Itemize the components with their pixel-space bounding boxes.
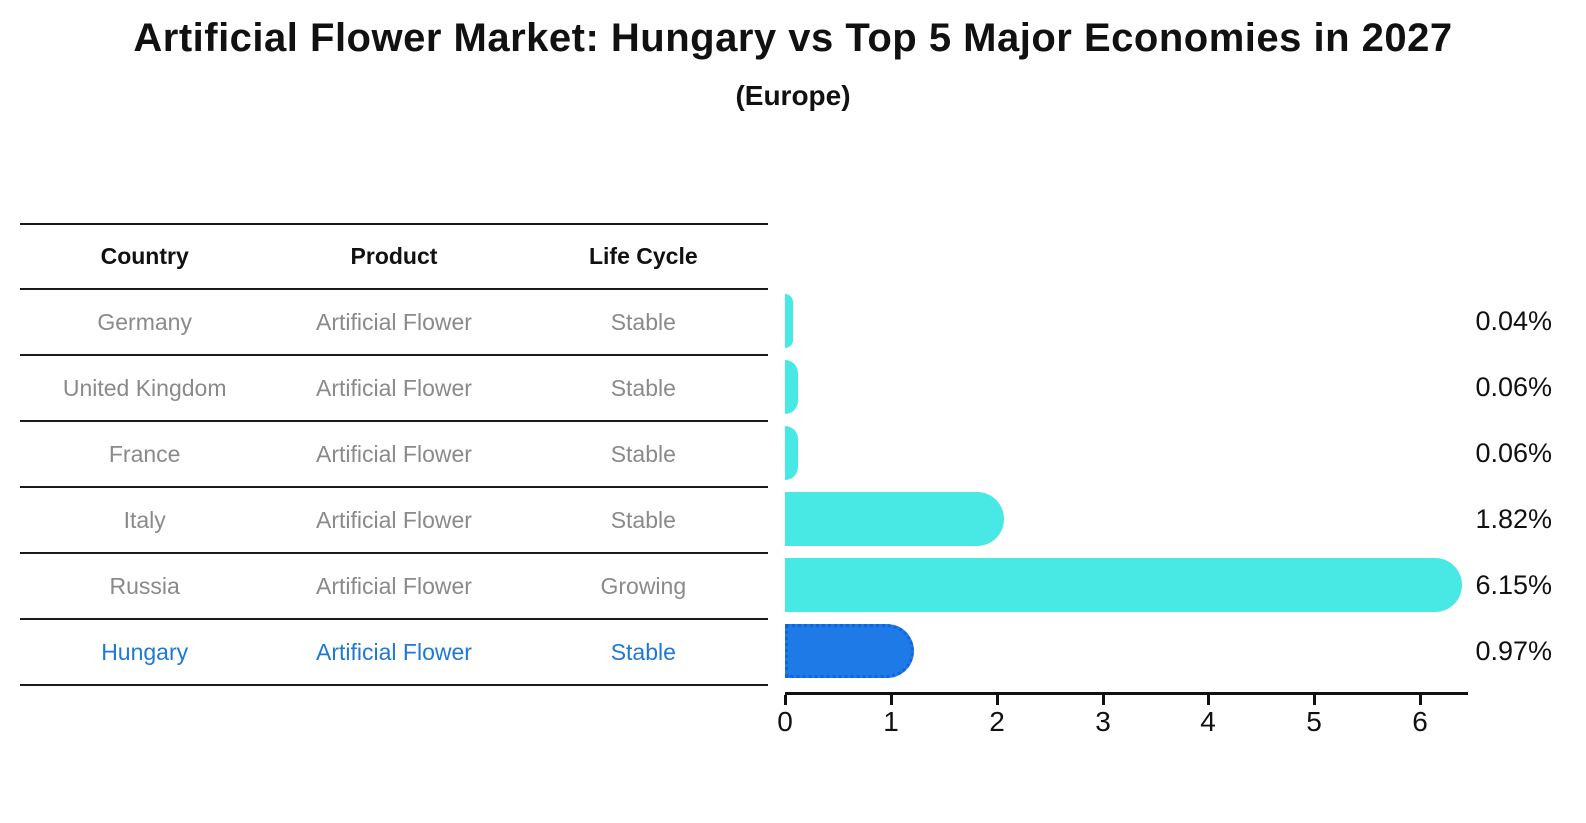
x-axis-tick-label: 1 [883, 706, 899, 737]
bar-united-kingdom [785, 360, 798, 414]
column-header-lifecycle: Life Cycle [588, 243, 698, 269]
x-axis-tick-label: 6 [1412, 706, 1428, 737]
table-row-united-kingdom: United Kingdom Artificial Flower Stable [20, 356, 768, 422]
x-axis-tick-label: 3 [1095, 706, 1111, 737]
x-axis-tick [996, 695, 999, 705]
cell-country: France [108, 440, 181, 467]
x-axis-tick-label: 4 [1200, 706, 1216, 737]
table-row-italy: Italy Artificial Flower Stable [20, 488, 768, 554]
bar-italy [785, 492, 1005, 546]
chart-subtitle: (Europe) [735, 80, 851, 111]
x-axis-tick [1419, 695, 1422, 705]
bar-france [785, 426, 798, 480]
value-label-france: 0.06% [1475, 438, 1552, 468]
bar-germany [785, 294, 794, 348]
cell-lifecycle: Stable [610, 308, 676, 335]
cell-product: Artificial Flower [316, 308, 472, 335]
cell-country: Russia [109, 572, 180, 599]
x-axis-tick [1207, 695, 1210, 705]
cell-country: Italy [123, 506, 166, 533]
cell-product: Artificial Flower [316, 638, 472, 665]
x-axis-tick [1313, 695, 1316, 705]
bar-hungary-highlighted [785, 624, 915, 678]
value-label-hungary: 0.97% [1475, 636, 1552, 666]
column-header-country: Country [100, 243, 189, 269]
value-label-russia: 6.15% [1475, 570, 1552, 600]
column-header-product: Product [350, 243, 438, 269]
table-row-germany: Germany Artificial Flower Stable [20, 290, 768, 356]
value-label-united-kingdom: 0.06% [1475, 372, 1552, 402]
x-axis-tick-label: 2 [989, 706, 1005, 737]
cell-product: Artificial Flower [316, 440, 472, 467]
x-axis-line [785, 692, 1468, 695]
table-row-hungary-highlighted: Hungary Artificial Flower Stable [20, 620, 768, 686]
comparison-table: Country Product Life Cycle Germany Artif… [20, 223, 768, 686]
cell-lifecycle: Stable [610, 374, 676, 401]
x-axis-tick [1102, 695, 1105, 705]
cell-lifecycle: Stable [610, 440, 676, 467]
cell-lifecycle: Growing [600, 572, 687, 599]
chart-title: Artificial Flower Market: Hungary vs Top… [133, 16, 1453, 60]
table-row-france: France Artificial Flower Stable [20, 422, 768, 488]
x-axis-tick-label: 5 [1306, 706, 1322, 737]
cell-lifecycle: Stable [610, 506, 676, 533]
x-axis-tick [890, 695, 893, 705]
table-row-russia: Russia Artificial Flower Growing [20, 554, 768, 620]
cell-lifecycle: Stable [610, 638, 676, 665]
cell-country: Germany [97, 308, 192, 335]
cell-product: Artificial Flower [316, 374, 472, 401]
value-label-germany: 0.04% [1475, 306, 1552, 336]
bar-russia [785, 558, 1462, 612]
cell-country: United Kingdom [62, 374, 227, 401]
value-label-italy: 1.82% [1475, 504, 1552, 534]
x-axis-tick [784, 695, 787, 705]
table-header-row: Country Product Life Cycle [20, 225, 768, 290]
x-axis-tick-label: 0 [777, 706, 793, 737]
cell-country: Hungary [101, 638, 189, 665]
cell-product: Artificial Flower [316, 572, 472, 599]
cell-product: Artificial Flower [316, 506, 472, 533]
